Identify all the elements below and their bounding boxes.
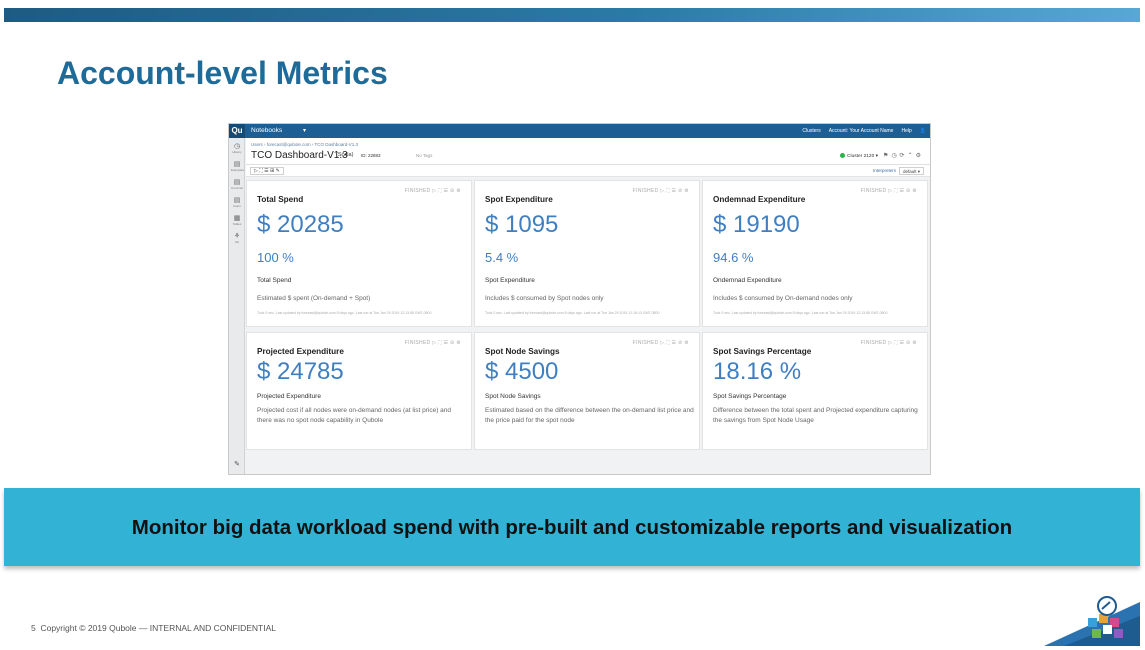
card-title: Projected Expenditure xyxy=(257,347,344,356)
card-meta: Took 0 sec. Last updated by forecast@qub… xyxy=(257,311,432,315)
card-description: Includes $ consumed by Spot nodes only xyxy=(485,295,604,302)
highlight-banner: Monitor big data workload spend with pre… xyxy=(4,488,1140,566)
clusters-menu[interactable]: Clusters xyxy=(802,128,821,134)
card-subtitle: Spot Node Savings xyxy=(485,393,541,400)
default-select[interactable]: default ▾ xyxy=(898,167,924,175)
notebook-app-screenshot: Qu Notebooks ▾ Clusters Account: Your Ac… xyxy=(228,123,931,475)
notebooks-menu[interactable]: Notebooks xyxy=(251,127,283,134)
card-title: Spot Expenditure xyxy=(485,195,553,204)
page-number: 5 xyxy=(31,623,36,633)
paragraph-status: FINISHED ▷ ⛶ ☰ ⊘ ⚙ xyxy=(404,340,461,346)
clock-icon: ◷ xyxy=(233,143,241,150)
card-title: Spot Node Savings xyxy=(485,347,560,356)
card-title: Total Spend xyxy=(257,195,304,204)
sidebar-item-history[interactable]: ◷ History xyxy=(231,142,243,158)
paragraph-action-icons[interactable]: ▷ ⛶ ☰ ⊘ ⚙ xyxy=(432,188,461,194)
app-topbar: Qu Notebooks ▾ Clusters Account: Your Ac… xyxy=(229,124,930,138)
run-controls[interactable]: ▷ ⛶ ☰ ⊞ ✎ xyxy=(250,167,284,175)
paragraph-status: FINISHED ▷ ⛶ ☰ ⊘ ⚙ xyxy=(632,340,689,346)
sidebar-item-label: History xyxy=(232,150,242,154)
paragraph-action-icons[interactable]: ▷ ⛶ ☰ ⊘ ⚙ xyxy=(888,340,917,346)
card-description: Projected cost if all nodes were on-dema… xyxy=(257,407,452,424)
card-subtitle: Projected Expenditure xyxy=(257,393,321,400)
notebook-toolbar: ▷ ⛶ ☰ ⊞ ✎ Interpreters default ▾ xyxy=(246,165,930,177)
card-meta: Took 0 sec. Last updated by forecast@qub… xyxy=(485,311,660,315)
card-value: $ 4500 xyxy=(485,358,559,385)
tree-icon: ⚘ xyxy=(233,233,241,240)
card-subtitle: Total Spend xyxy=(257,277,292,284)
card-subtitle: Spot Expenditure xyxy=(485,277,535,284)
paragraph-action-icons[interactable]: ▷ ⛶ ☰ ⊘ ⚙ xyxy=(432,340,461,346)
card-spot-savings-percentage: FINISHED ▷ ⛶ ☰ ⊘ ⚙ Spot Savings Percenta… xyxy=(702,332,928,450)
user-icon[interactable]: 👤 xyxy=(919,128,926,134)
sidebar-item-label: Common xyxy=(231,186,244,190)
chevron-down-icon[interactable]: ▾ xyxy=(303,128,307,134)
sidebar-item-label: Git xyxy=(235,240,239,244)
card-percent: 94.6 % xyxy=(713,250,754,265)
card-spot-expenditure: FINISHED ▷ ⛶ ☰ ⊘ ⚙ Spot Expenditure $ 10… xyxy=(474,180,700,327)
card-value: $ 1095 xyxy=(485,211,559,238)
sidebar-item-label: Tables xyxy=(232,222,242,226)
sidebar-item-label: Examples xyxy=(231,168,245,172)
card-percent: 5.4 % xyxy=(485,250,519,265)
card-description: Includes $ consumed by On-demand nodes o… xyxy=(713,295,853,302)
card-value: $ 24785 xyxy=(257,358,344,385)
sidebar-item-tables[interactable]: ▦ Tables xyxy=(231,214,243,230)
top-accent-band xyxy=(4,8,1140,22)
cluster-status[interactable]: Cluster 2120 ▾ xyxy=(840,153,878,159)
qubole-corner-logo xyxy=(1044,596,1140,646)
sidebar-item-examples[interactable]: ▤ Examples xyxy=(231,160,245,176)
qubole-logo[interactable]: Qu xyxy=(229,124,245,138)
notebook-tags[interactable]: No Tags xyxy=(416,153,433,158)
card-meta: Took 0 sec. Last updated by forecast@qub… xyxy=(713,311,888,315)
sidebar-item-label: Users xyxy=(233,204,241,208)
notebook-id: ID: 22883 xyxy=(361,153,381,158)
sidebar-item-git[interactable]: ⚘ Git xyxy=(231,232,243,248)
card-spot-node-savings: FINISHED ▷ ⛶ ☰ ⊘ ⚙ Spot Node Savings $ 4… xyxy=(474,332,700,450)
paragraph-status: FINISHED ▷ ⛶ ☰ ⊘ ⚙ xyxy=(860,340,917,346)
slide-title: Account-level Metrics xyxy=(57,55,388,91)
interpreters-link[interactable]: Interpreters xyxy=(872,168,896,173)
card-ondemand-expenditure: FINISHED ▷ ⛶ ☰ ⊘ ⚙ Ondemnad Expenditure … xyxy=(702,180,928,327)
paragraph-status: FINISHED ▷ ⛶ ☰ ⊘ ⚙ xyxy=(632,188,689,194)
slide-footer: 5 Copyright © 2019 Qubole — INTERNAL AND… xyxy=(31,623,276,633)
app-sidebar: ◷ History ▤ Examples ▤ Common ▤ Users ▦ … xyxy=(229,138,245,474)
card-description: Difference between the total spent and P… xyxy=(713,407,918,424)
paragraph-action-icons[interactable]: ▷ ⛶ ☰ ⊘ ⚙ xyxy=(660,188,689,194)
header-action-icons[interactable]: ⚑◷⟳⌃⚙ xyxy=(882,153,924,159)
card-description: Estimated $ spent (On-demand + Spot) xyxy=(257,295,371,302)
doc-icon: ▤ xyxy=(233,179,241,186)
card-total-spend: FINISHED ▷ ⛶ ☰ ⊘ ⚙ Total Spend $ 20285 1… xyxy=(246,180,472,327)
notebook-header: Users › forecast@qubole.com › TCO Dashbo… xyxy=(246,138,930,165)
notebook-language: (Scala) xyxy=(336,152,354,158)
table-icon: ▦ xyxy=(233,215,241,222)
sidebar-item-common[interactable]: ▤ Common xyxy=(231,178,243,194)
card-subtitle: Ondemnad Expenditure xyxy=(713,277,782,284)
notebook-icon: ▤ xyxy=(233,161,241,168)
pin-icon[interactable]: ✎ xyxy=(234,461,240,468)
paragraph-status: FINISHED ▷ ⛶ ☰ ⊘ ⚙ xyxy=(860,188,917,194)
paragraph-action-icons[interactable]: ▷ ⛶ ☰ ⊘ ⚙ xyxy=(660,340,689,346)
banner-text: Monitor big data workload spend with pre… xyxy=(131,516,1013,539)
sidebar-item-users[interactable]: ▤ Users xyxy=(231,196,243,212)
card-title: Ondemnad Expenditure xyxy=(713,195,806,204)
card-value: $ 19190 xyxy=(713,211,800,238)
copyright-text: Copyright © 2019 Qubole — INTERNAL AND C… xyxy=(40,623,276,633)
card-value: $ 20285 xyxy=(257,211,344,238)
paragraph-status: FINISHED ▷ ⛶ ☰ ⊘ ⚙ xyxy=(404,188,461,194)
card-subtitle: Spot Savings Percentage xyxy=(713,393,787,400)
cluster-label: Cluster 2120 xyxy=(847,153,875,159)
cluster-status-dot xyxy=(840,153,846,158)
help-link[interactable]: Help xyxy=(901,128,912,134)
account-menu[interactable]: Account: Your Account Name xyxy=(828,128,894,134)
card-percent: 100 % xyxy=(257,250,294,265)
card-title: Spot Savings Percentage xyxy=(713,347,812,356)
paragraph-action-icons[interactable]: ▷ ⛶ ☰ ⊘ ⚙ xyxy=(888,188,917,194)
doc-icon: ▤ xyxy=(233,197,241,204)
card-projected-expenditure: FINISHED ▷ ⛶ ☰ ⊘ ⚙ Projected Expenditure… xyxy=(246,332,472,450)
card-description: Estimated based on the difference betwee… xyxy=(485,407,694,424)
notebook-title: TCO Dashboard-V1.3 xyxy=(251,150,348,161)
breadcrumb[interactable]: Users › forecast@qubole.com › TCO Dashbo… xyxy=(251,142,359,147)
card-value: 18.16 % xyxy=(713,358,802,385)
